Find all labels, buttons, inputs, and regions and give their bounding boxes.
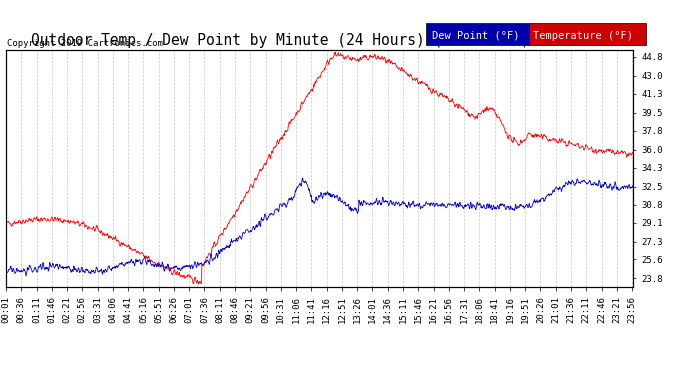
Title: Outdoor Temp / Dew Point by Minute (24 Hours) (Alternate) 20191205: Outdoor Temp / Dew Point by Minute (24 H…	[31, 33, 608, 48]
Text: Copyright 2019 Cartronics.com: Copyright 2019 Cartronics.com	[7, 39, 163, 48]
Text: Temperature (°F): Temperature (°F)	[533, 31, 633, 41]
Text: Dew Point (°F): Dew Point (°F)	[431, 31, 519, 41]
